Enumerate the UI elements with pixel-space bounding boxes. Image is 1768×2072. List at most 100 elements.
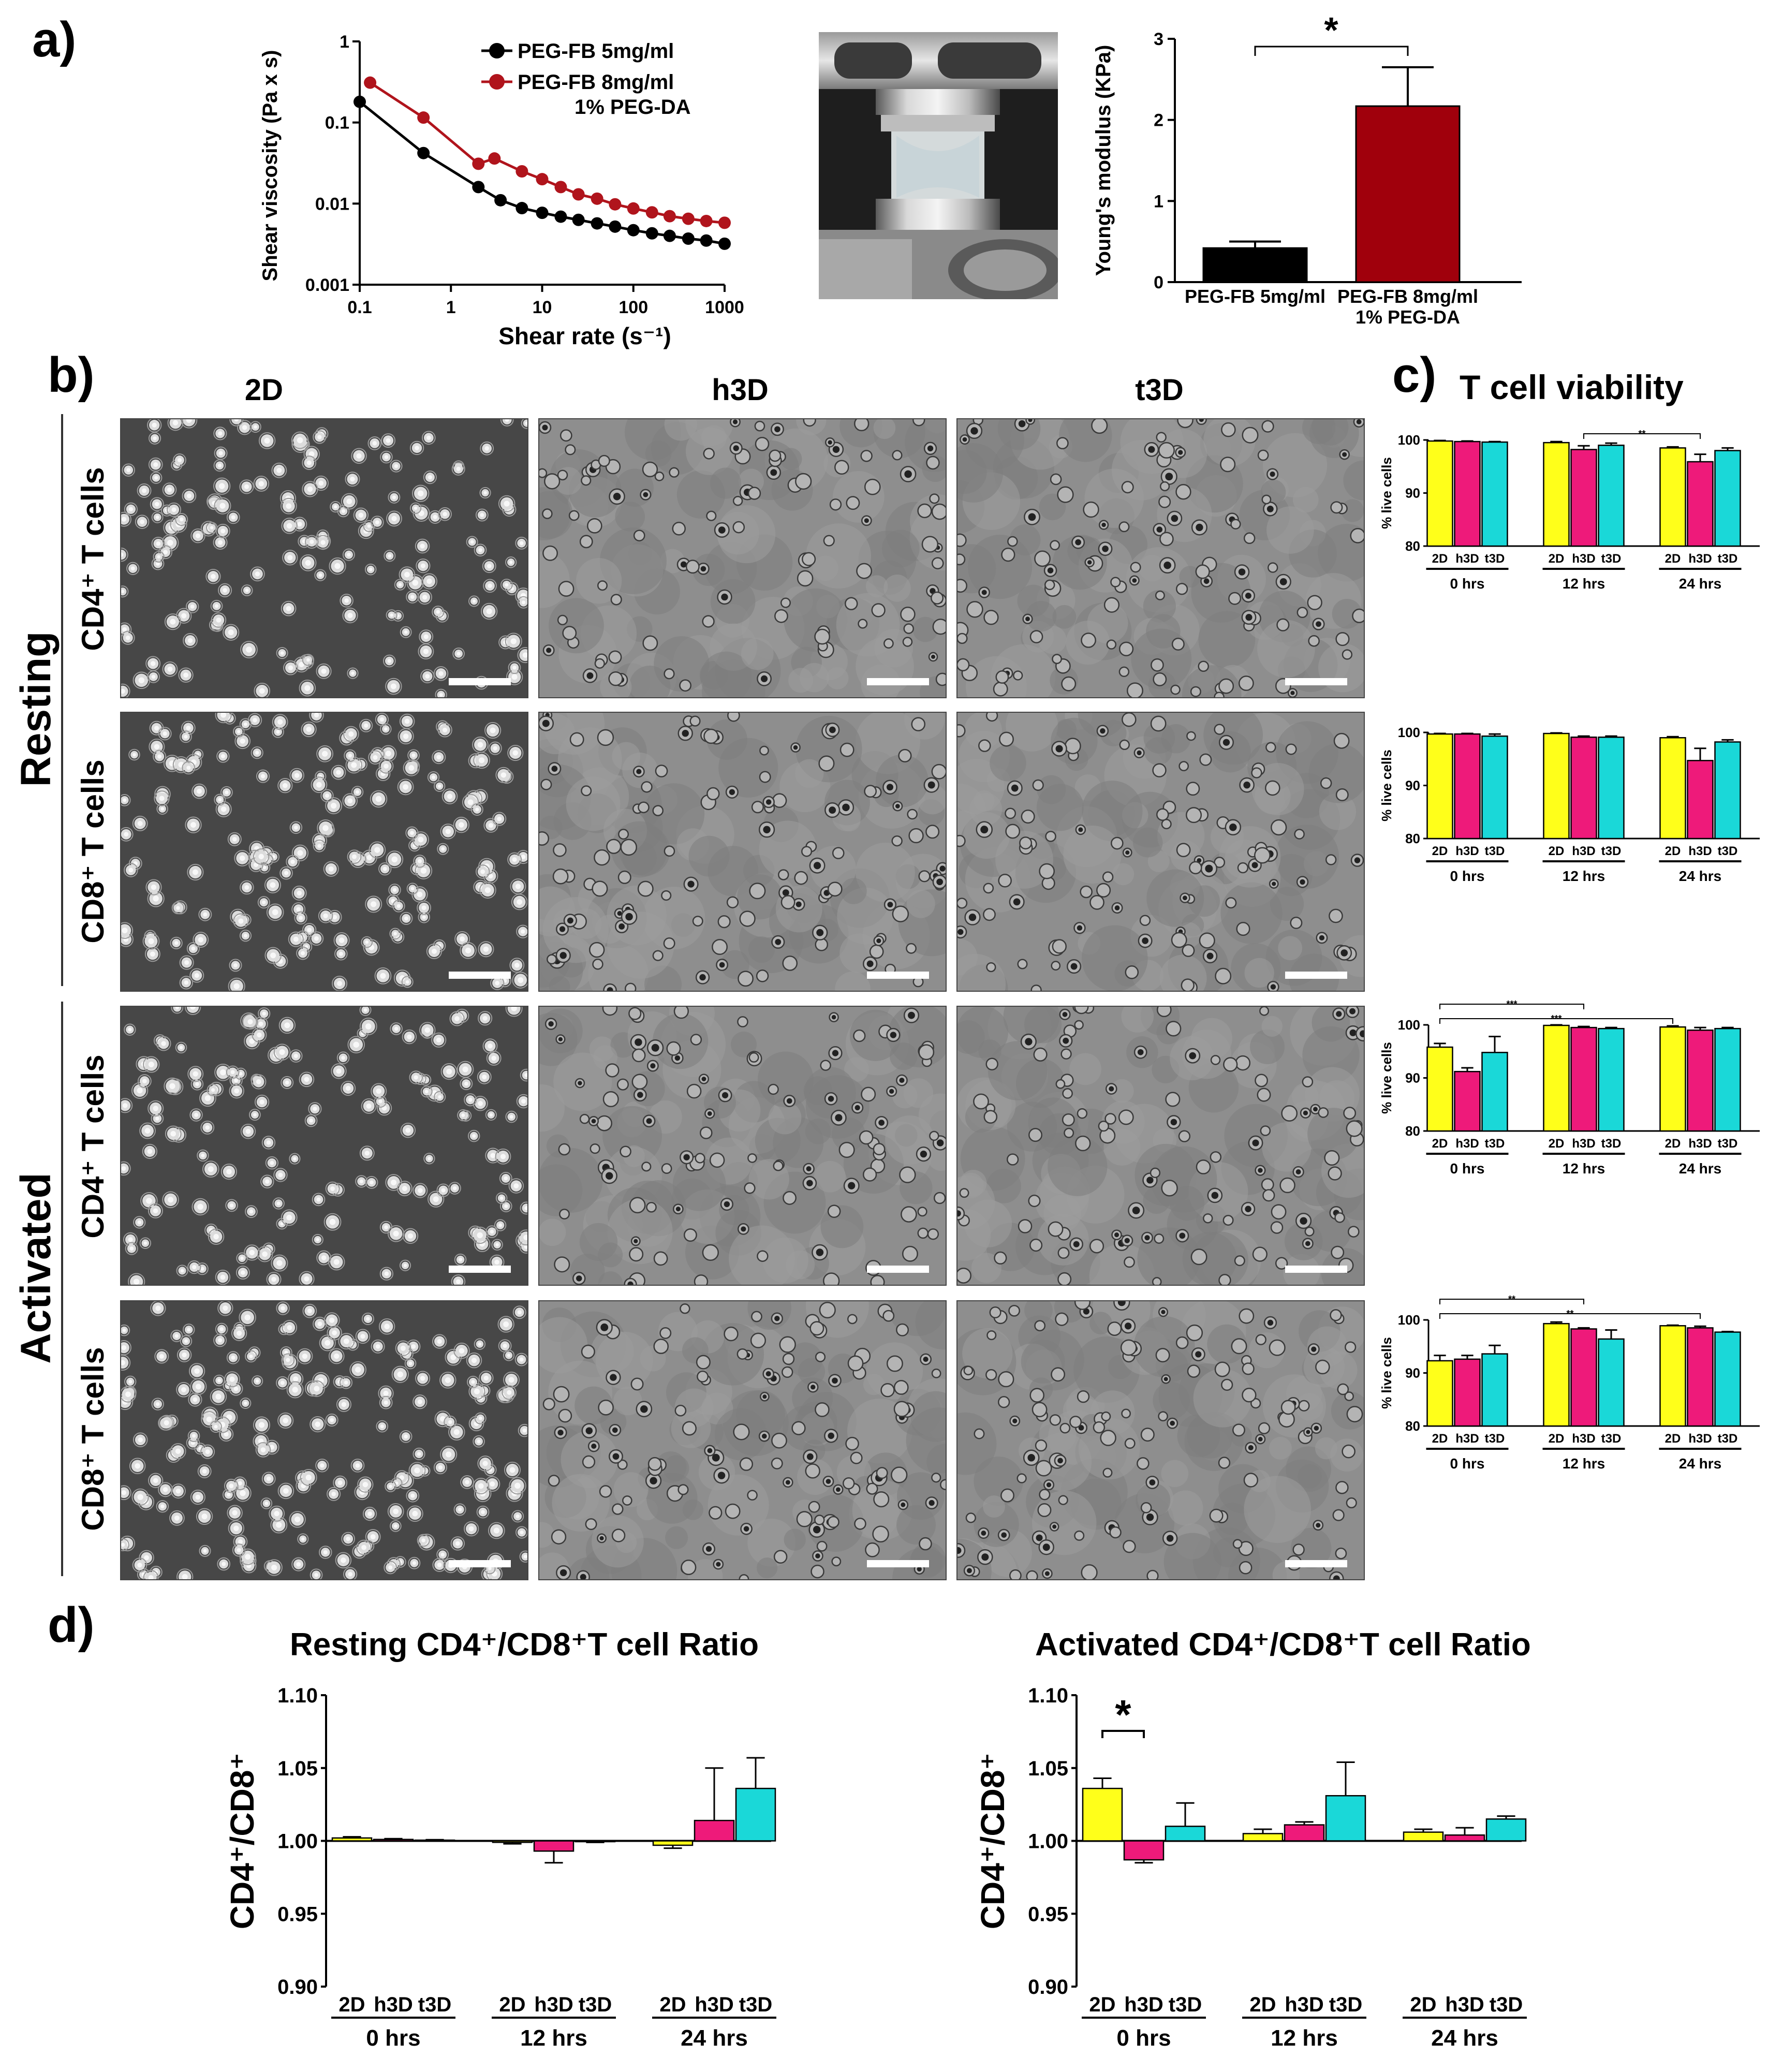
- viscosity-series-line: [369, 81, 725, 224]
- activated-ratio-condition-label: 2D: [1410, 1993, 1436, 2016]
- viability-condition-label: 2D: [1432, 1137, 1448, 1151]
- viability-bar: [1598, 445, 1625, 547]
- activated-ratio-group-label: 12 hrs: [1271, 2025, 1338, 2051]
- row-label-activated-cd8: CD8⁺ T cells: [76, 1347, 110, 1531]
- resting-ratio-y-tick-label: 1.10: [277, 1684, 318, 1707]
- viability-bar: [1659, 1026, 1686, 1132]
- micrograph-row4-h3d: [538, 1300, 947, 1580]
- activated-ratio-condition-label: 2D: [1249, 1993, 1276, 2016]
- viability-y-label: % live cells: [1379, 457, 1394, 529]
- viability-condition-label: h3D: [1688, 844, 1712, 858]
- viability-condition-label: 2D: [1665, 844, 1681, 858]
- viscosity-point: [554, 181, 567, 194]
- activated-ratio-bar: [1123, 1840, 1165, 1861]
- resting-ratio-bar: [414, 1839, 455, 1842]
- micrograph-row3-2d: [120, 1006, 528, 1286]
- viscosity-x-tick-label: 1000: [705, 298, 744, 317]
- viability-group-label: 0 hrs: [1450, 1456, 1485, 1472]
- viscosity-point: [364, 76, 377, 89]
- viability-bar: [1687, 461, 1714, 547]
- micrograph-row2-t3d: [956, 712, 1365, 992]
- viscosity-point: [536, 173, 549, 186]
- legend-marker-black: [489, 43, 505, 58]
- scale-bar: [1285, 1266, 1347, 1273]
- activated-ratio-y-tick-label: 1.00: [1028, 1830, 1068, 1853]
- youngs-bar: [1202, 247, 1308, 283]
- viability-condition-label: 2D: [1549, 1137, 1565, 1151]
- viscosity-point: [645, 227, 658, 240]
- viscosity-point: [353, 95, 366, 108]
- viability-condition-label: 2D: [1665, 1137, 1681, 1151]
- resting-ratio-condition-label: h3D: [374, 1993, 413, 2016]
- scale-bar: [449, 972, 511, 979]
- viability-y-label: % live cells: [1379, 1042, 1394, 1114]
- resting-ratio-bar: [331, 1837, 373, 1842]
- micrograph-row2-2d: [120, 712, 528, 992]
- micrograph-row1-2d: [120, 418, 528, 698]
- viability-group-label: 24 hrs: [1679, 868, 1722, 884]
- viability-condition-label: t3D: [1601, 1432, 1622, 1446]
- scale-bar: [1285, 1560, 1347, 1567]
- activated-ratio-group-label: 0 hrs: [1116, 2025, 1171, 2051]
- activated-ratio-group-label: 24 hrs: [1431, 2025, 1498, 2051]
- viability-sig-label: **: [1566, 1309, 1573, 1319]
- viability-group-label: 24 hrs: [1679, 576, 1722, 592]
- micrograph-row2-h3d: [538, 712, 947, 992]
- col-label-2d: 2D: [244, 373, 284, 407]
- viability-condition-label: 2D: [1549, 1432, 1565, 1446]
- viability-condition-label: h3D: [1455, 1432, 1479, 1446]
- viability-bar: [1598, 736, 1625, 840]
- viability-bar: [1570, 449, 1597, 547]
- viability-y-label: % live cells: [1379, 750, 1394, 821]
- resting-ratio-y-tick-label: 1.00: [277, 1830, 318, 1853]
- resting-ratio-condition-label: t3D: [739, 1993, 772, 2016]
- activated-ratio-condition-label: t3D: [1490, 1993, 1523, 2016]
- micrograph-row3-h3d: [538, 1006, 947, 1286]
- micrograph-row1-t3d: [956, 418, 1365, 698]
- viability-condition-label: t3D: [1718, 1432, 1738, 1446]
- resting-ratio-group-label: 24 hrs: [681, 2025, 748, 2051]
- viability-bar: [1714, 1331, 1741, 1427]
- viability-group-label: 0 hrs: [1450, 1160, 1485, 1177]
- viscosity-point: [536, 207, 549, 219]
- viscosity-point: [554, 210, 567, 223]
- resting-ratio-condition-label: h3D: [695, 1993, 734, 2016]
- activated-ratio-bar: [1325, 1795, 1366, 1842]
- col-label-t3d: t3D: [1135, 373, 1184, 407]
- viability-y-tick-label: 100: [1398, 432, 1420, 448]
- viscosity-point: [591, 217, 603, 230]
- activated-ratio-condition-label: h3D: [1124, 1993, 1163, 2016]
- legend-label-5mg: PEG-FB 5mg/ml: [518, 40, 674, 63]
- viability-bar: [1714, 450, 1741, 547]
- viability-title: T cell viability: [1460, 368, 1684, 406]
- viscosity-x-tick-label: 0.1: [347, 298, 372, 317]
- viability-condition-label: t3D: [1485, 844, 1505, 858]
- viability-bar: [1481, 1353, 1508, 1427]
- resting-ratio-y-tick-label: 0.90: [277, 1976, 318, 1998]
- viscosity-point: [718, 216, 731, 229]
- activated-ratio-condition-label: h3D: [1285, 1993, 1324, 2016]
- resting-ratio-group-label: 12 hrs: [520, 2025, 587, 2051]
- viability-condition-label: h3D: [1572, 1137, 1595, 1151]
- micrograph-row4-t3d: [956, 1300, 1365, 1580]
- viscosity-point: [515, 165, 528, 178]
- viability-condition-label: 2D: [1432, 552, 1448, 566]
- viability-condition-label: t3D: [1485, 552, 1505, 566]
- divider-activated: [61, 1002, 63, 1576]
- scale-bar: [1285, 972, 1347, 979]
- viability-condition-label: t3D: [1601, 552, 1622, 566]
- viability-condition-label: h3D: [1688, 1432, 1712, 1446]
- viability-bar: [1454, 1070, 1481, 1132]
- viability-condition-label: h3D: [1688, 552, 1712, 566]
- rheometer-photo: [819, 32, 1058, 299]
- row-label-resting-cd8: CD8⁺ T cells: [76, 759, 110, 944]
- viability-condition-label: t3D: [1718, 1137, 1738, 1151]
- viability-y-tick-label: 90: [1405, 778, 1420, 793]
- viability-group-label: 0 hrs: [1450, 868, 1485, 884]
- scale-bar: [449, 1266, 511, 1273]
- viability-bar: [1454, 1358, 1481, 1427]
- viability-bar: [1454, 733, 1481, 840]
- viscosity-point: [488, 152, 501, 165]
- viability-bar: [1687, 760, 1714, 840]
